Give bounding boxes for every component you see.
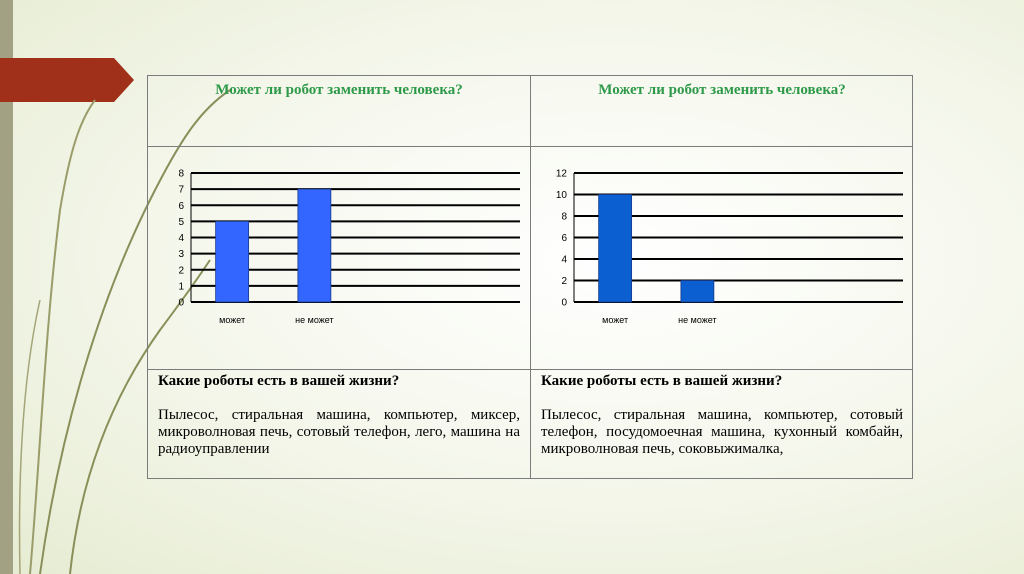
vine-decor [18, 89, 231, 574]
x-category-label: может [602, 315, 628, 325]
y-tick-label: 4 [561, 255, 567, 266]
left-question-title: Может ли робот заменить человека? [215, 82, 463, 98]
y-tick-label: 5 [178, 217, 184, 228]
right-robots-question: Какие роботы есть в вашей жизни? [541, 373, 783, 389]
x-category-label: не может [295, 315, 333, 325]
left-chart-cell: 0 1 2 3 4 5 6 7 8 может не может [148, 147, 530, 369]
y-tick-label: 8 [561, 212, 567, 223]
right-text-cell: Какие роботы есть в вашей жизни? Пылесос… [531, 370, 913, 478]
bar [215, 220, 250, 303]
x-category-label: не может [678, 315, 716, 325]
right-title-cell: Может ли робот заменить человека? [531, 76, 913, 146]
y-tick-label: 2 [561, 276, 567, 287]
slide-table: Может ли робот заменить человека? Может … [147, 75, 913, 479]
y-tick-label: 6 [178, 201, 184, 212]
y-tick-label: 0 [561, 298, 567, 309]
y-tick-label: 6 [561, 233, 567, 244]
red-arrow-decor [0, 58, 134, 102]
right-bar-chart: 0 2 4 6 8 10 12 может не может [556, 169, 903, 325]
left-robots-question: Какие роботы есть в вашей жизни? [158, 373, 400, 389]
y-tick-label: 8 [178, 169, 184, 180]
y-tick-label: 7 [178, 185, 184, 196]
left-bar-chart: 0 1 2 3 4 5 6 7 8 может не может [178, 169, 520, 325]
x-category-label: может [219, 315, 245, 325]
y-tick-label: 4 [178, 233, 184, 244]
y-tick-label: 2 [178, 265, 184, 276]
right-chart-cell: 0 2 4 6 8 10 12 может не может [531, 147, 913, 369]
bar [598, 194, 633, 303]
left-robots-answer: Пылесос, стиральная машина, компьютер, м… [158, 407, 520, 457]
y-tick-label: 0 [178, 298, 184, 309]
column-divider [530, 76, 531, 478]
y-tick-label: 1 [178, 281, 184, 292]
y-tick-label: 10 [556, 190, 568, 201]
left-text-cell: Какие роботы есть в вашей жизни? Пылесос… [148, 370, 530, 478]
y-tick-label: 12 [556, 169, 568, 180]
bar [297, 188, 332, 303]
y-tick-label: 3 [178, 249, 184, 260]
left-title-cell: Может ли робот заменить человека? [148, 76, 530, 146]
right-robots-answer: Пылесос, стиральная машина, компьютер, с… [541, 407, 903, 457]
left-decor-bar [0, 0, 13, 574]
right-question-title: Может ли робот заменить человека? [598, 82, 846, 98]
bar [680, 280, 715, 303]
